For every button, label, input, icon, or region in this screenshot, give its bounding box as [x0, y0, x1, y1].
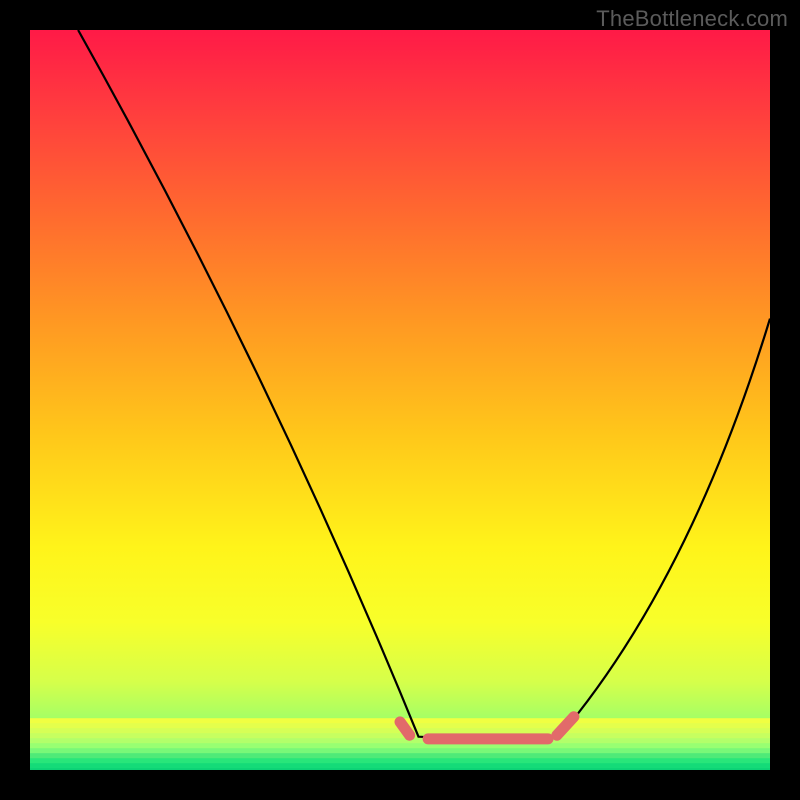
- chart-svg: [0, 0, 800, 800]
- gradient-background: [30, 30, 770, 770]
- chart-stage: TheBottleneck.com: [0, 0, 800, 800]
- watermark-text: TheBottleneck.com: [596, 6, 788, 32]
